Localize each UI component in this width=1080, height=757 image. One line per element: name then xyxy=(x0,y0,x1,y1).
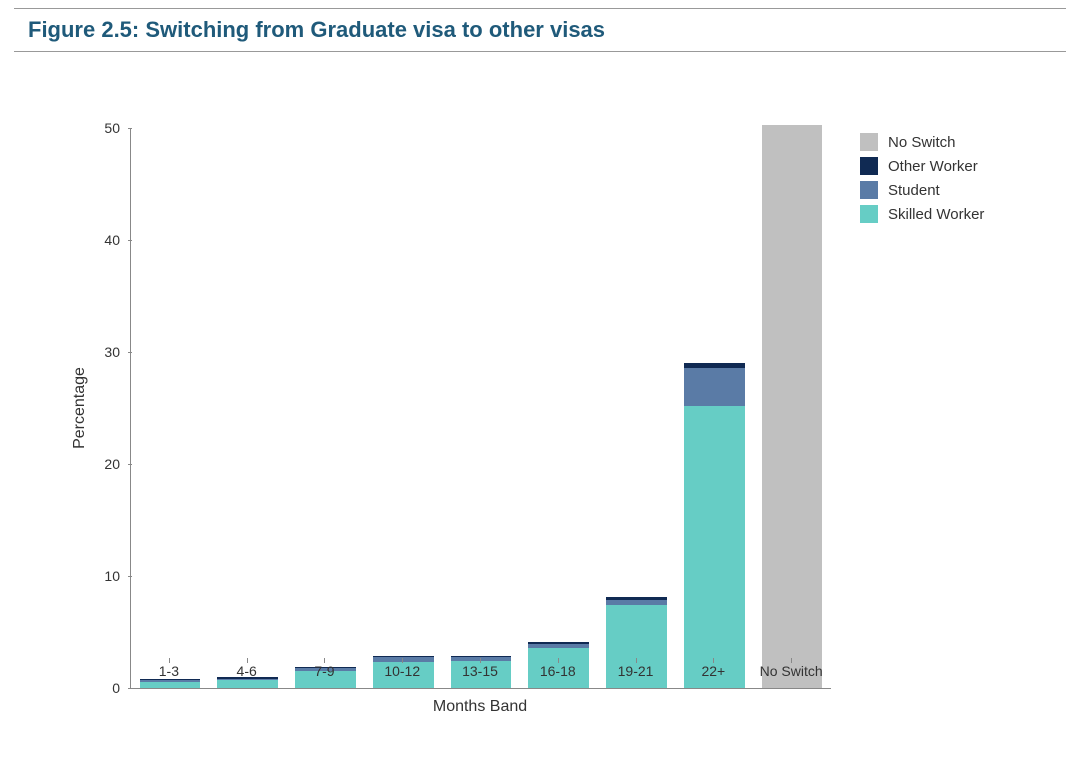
bar-segment xyxy=(217,680,278,688)
bar-group xyxy=(140,679,201,688)
legend-label: Skilled Worker xyxy=(888,206,984,223)
legend-label: No Switch xyxy=(888,134,956,151)
figure-wrap: Figure 2.5: Switching from Graduate visa… xyxy=(0,8,1080,757)
legend-label: Other Worker xyxy=(888,158,978,175)
y-tick-label: 20 xyxy=(70,456,120,472)
legend-item: Other Worker xyxy=(860,157,984,175)
y-tick-label: 30 xyxy=(70,344,120,360)
y-tick-label: 40 xyxy=(70,232,120,248)
legend-swatch xyxy=(860,133,878,151)
x-tick-label: 16-18 xyxy=(540,663,576,679)
bar-segment xyxy=(140,682,201,688)
legend: No Switch Other Worker Student Skilled Work… xyxy=(860,133,984,229)
bar-segment xyxy=(684,368,745,406)
legend-swatch xyxy=(860,205,878,223)
bar-segment xyxy=(762,125,823,688)
x-axis-label: Months Band xyxy=(130,698,830,716)
plot-area xyxy=(130,128,831,689)
legend-item: Student xyxy=(860,181,984,199)
x-tick-label: 1-3 xyxy=(159,663,179,679)
x-tick-label: 22+ xyxy=(701,663,725,679)
x-tick-label: 10-12 xyxy=(384,663,420,679)
x-tick-label: 4-6 xyxy=(237,663,257,679)
y-tick-label: 50 xyxy=(70,120,120,136)
y-tick-label: 0 xyxy=(70,680,120,696)
legend-item: No Switch xyxy=(860,133,984,151)
x-tick-label: 7-9 xyxy=(314,663,334,679)
legend-swatch xyxy=(860,181,878,199)
x-tick-label: 19-21 xyxy=(618,663,654,679)
x-tick-label: 13-15 xyxy=(462,663,498,679)
bar-group xyxy=(684,363,745,688)
y-axis-label: Percentage xyxy=(71,367,89,449)
bar-segment xyxy=(684,406,745,688)
y-axis-label-wrap: Percentage xyxy=(70,128,90,688)
x-tick-label: No Switch xyxy=(760,663,823,679)
bar-group xyxy=(762,125,823,688)
legend-swatch xyxy=(860,157,878,175)
figure-title-block: Figure 2.5: Switching from Graduate visa… xyxy=(14,8,1066,52)
figure-title: Figure 2.5: Switching from Graduate visa… xyxy=(28,17,605,42)
legend-label: Student xyxy=(888,182,940,199)
plot-outer: Percentage 0 10 20 30 40 50 1-3 4-6 7-9 10-12 13-… xyxy=(70,98,1060,738)
legend-item: Skilled Worker xyxy=(860,205,984,223)
y-tick-label: 10 xyxy=(70,568,120,584)
